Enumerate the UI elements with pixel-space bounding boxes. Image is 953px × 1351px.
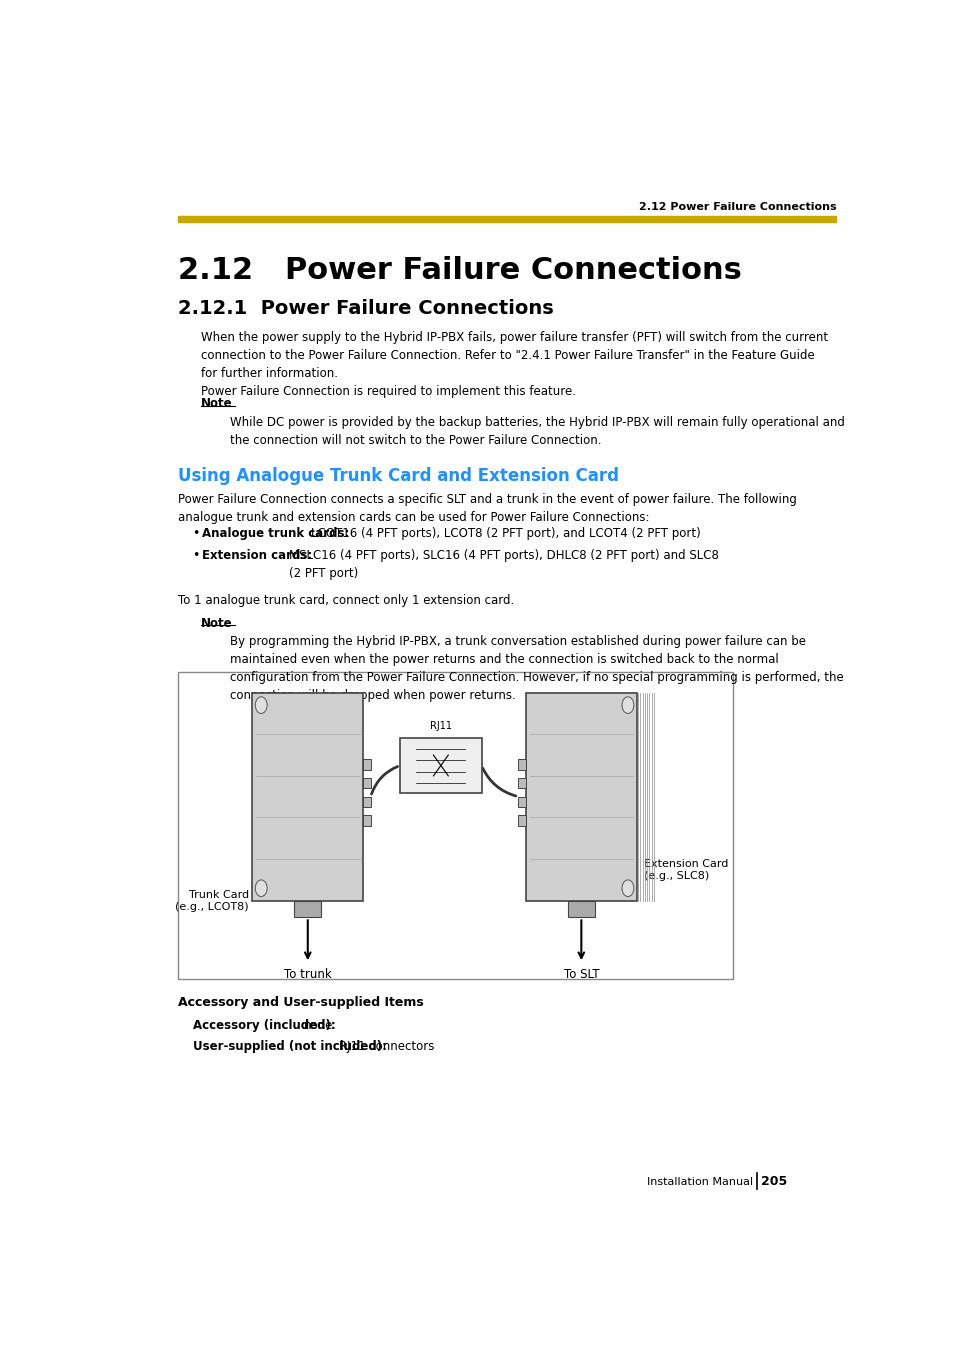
Bar xyxy=(178,216,836,223)
Bar xyxy=(400,739,481,793)
Text: 205: 205 xyxy=(760,1175,786,1188)
Text: LCOT16 (4 PFT ports), LCOT8 (2 PFT port), and LCOT4 (2 PFT port): LCOT16 (4 PFT ports), LCOT8 (2 PFT port)… xyxy=(311,527,700,540)
Bar xyxy=(294,901,321,917)
Text: •: • xyxy=(192,527,199,540)
Text: R2: R2 xyxy=(402,746,411,753)
Text: Note: Note xyxy=(200,616,232,630)
Circle shape xyxy=(621,880,633,897)
Text: none: none xyxy=(304,1019,334,1032)
Bar xyxy=(178,671,732,978)
Text: To 1 analogue trunk card, connect only 1 extension card.: To 1 analogue trunk card, connect only 1… xyxy=(178,594,514,607)
Text: Trunk Card
(e.g., LCOT8): Trunk Card (e.g., LCOT8) xyxy=(174,890,249,912)
Bar xyxy=(525,693,637,901)
Text: •: • xyxy=(192,549,199,562)
Bar xyxy=(363,797,370,807)
Text: MSLC16 (4 PFT ports), SLC16 (4 PFT ports), DHLC8 (2 PFT port) and SLC8
(2 PFT po: MSLC16 (4 PFT ports), SLC16 (4 PFT ports… xyxy=(289,549,719,580)
Bar xyxy=(518,759,525,770)
Text: When the power supply to the Hybrid IP-PBX fails, power failure transfer (PFT) w: When the power supply to the Hybrid IP-P… xyxy=(200,331,827,397)
Circle shape xyxy=(255,880,267,897)
Text: To SLT: To SLT xyxy=(563,969,598,981)
Text: RJ11: RJ11 xyxy=(430,721,452,731)
Bar xyxy=(567,901,594,917)
Text: While DC power is provided by the backup batteries, the Hybrid IP-PBX will remai: While DC power is provided by the backup… xyxy=(230,416,844,447)
Text: Power Failure Connection connects a specific SLT and a trunk in the event of pow: Power Failure Connection connects a spec… xyxy=(178,493,797,524)
Text: Using Analogue Trunk Card and Extension Card: Using Analogue Trunk Card and Extension … xyxy=(178,467,618,485)
Bar xyxy=(363,816,370,825)
Text: Installation Manual: Installation Manual xyxy=(646,1177,752,1186)
Text: Analogue trunk cards:: Analogue trunk cards: xyxy=(202,527,354,540)
Text: Extension cards:: Extension cards: xyxy=(202,549,316,562)
Text: R1: R1 xyxy=(402,758,412,763)
Text: Extension Card
(e.g., SLC8): Extension Card (e.g., SLC8) xyxy=(643,859,728,881)
Text: R1: R1 xyxy=(470,769,478,774)
Text: User-supplied (not included):: User-supplied (not included): xyxy=(193,1040,391,1054)
Bar xyxy=(518,816,525,825)
Text: Accessory (included):: Accessory (included): xyxy=(193,1019,339,1032)
Text: Accessory and User-supplied Items: Accessory and User-supplied Items xyxy=(178,997,424,1009)
Text: By programming the Hybrid IP-PBX, a trunk conversation established during power : By programming the Hybrid IP-PBX, a trun… xyxy=(230,635,843,703)
Text: To trunk: To trunk xyxy=(284,969,332,981)
Text: R2: R2 xyxy=(470,780,478,786)
Text: T2: T2 xyxy=(470,746,478,753)
Text: T1: T1 xyxy=(402,769,411,774)
Bar xyxy=(518,778,525,789)
Text: 2.12   Power Failure Connections: 2.12 Power Failure Connections xyxy=(178,255,741,285)
Text: T2: T2 xyxy=(402,780,411,786)
Bar xyxy=(518,797,525,807)
Text: 2.12 Power Failure Connections: 2.12 Power Failure Connections xyxy=(639,203,836,212)
Bar xyxy=(252,693,363,901)
Text: Note: Note xyxy=(200,397,232,411)
Bar xyxy=(363,778,370,789)
Bar xyxy=(363,759,370,770)
Circle shape xyxy=(255,697,267,713)
Text: T1: T1 xyxy=(470,758,478,763)
Circle shape xyxy=(621,697,633,713)
Text: 2.12.1  Power Failure Connections: 2.12.1 Power Failure Connections xyxy=(178,300,554,319)
Text: RJ11 connectors: RJ11 connectors xyxy=(338,1040,434,1054)
